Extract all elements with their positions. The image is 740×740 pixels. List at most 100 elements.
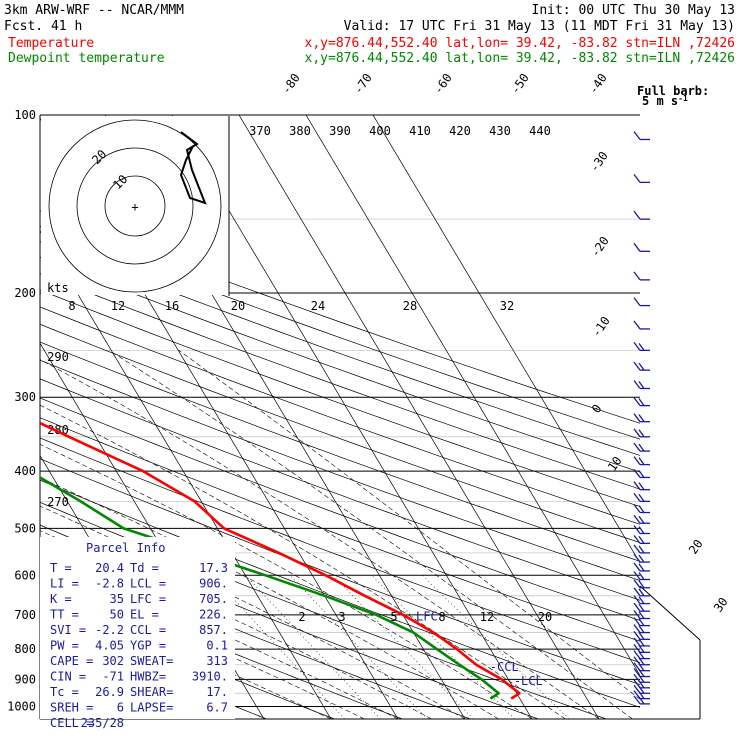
wind-barb-flag <box>638 596 645 604</box>
wind-barb-flag <box>638 526 645 534</box>
wind-barb-flag <box>633 380 641 389</box>
hodograph-speed-label: 16 <box>165 299 179 313</box>
parcel-info-cell: SVI = <box>50 623 86 637</box>
dry-adiabat <box>40 359 640 581</box>
mixing-ratio-label: 8 <box>438 610 445 624</box>
parcel-info-cell: 17. <box>206 685 228 699</box>
theta-label: 370 <box>249 124 271 138</box>
parcel-info-cell: LCL = <box>130 577 166 591</box>
dewpoint-legend: Dewpoint temperature <box>8 51 165 66</box>
mixing-ratio-label: 5 <box>390 610 397 624</box>
wind-barb-flag <box>633 562 641 572</box>
mixing-ratio-line <box>245 575 381 719</box>
wind-barb-flag <box>638 482 645 491</box>
dry-adiabat <box>40 289 640 507</box>
wind-barb-flag <box>633 643 641 653</box>
wind-barb-flag <box>633 481 641 491</box>
wind-barb-flag <box>638 443 645 452</box>
wind-barb-flag <box>638 644 645 653</box>
parcel-info-cell: EL = <box>130 608 159 622</box>
parcel-info-cell: 857. <box>199 623 228 637</box>
isotherm-label: -50 <box>508 71 532 97</box>
pressure-tick-label: 1000 <box>7 699 36 713</box>
wind-barb-flag <box>638 691 645 700</box>
wind-barb-flag <box>638 572 645 580</box>
wind-barb-flag <box>638 381 645 389</box>
moist-adiabat <box>108 350 633 719</box>
dry-adiabat <box>40 323 640 544</box>
hodograph-ring <box>76 147 194 265</box>
wind-barb-flag <box>638 685 645 694</box>
isotherm <box>40 230 332 719</box>
isotherm-label: -10 <box>589 314 613 340</box>
forecast-hour: Fcst. 41 h <box>4 19 82 34</box>
wind-barb-flag <box>638 554 645 563</box>
theta-label: 410 <box>409 124 431 138</box>
wind-barb-flag <box>633 553 641 563</box>
dry-adiabat <box>40 273 640 490</box>
pressure-tick-label: 100 <box>14 108 36 122</box>
dry-adiabat <box>40 458 640 685</box>
wind-barb-flag <box>633 624 641 633</box>
parcel-info-cell: Tc = <box>50 685 79 699</box>
wind-barb-flag <box>633 320 641 330</box>
isotherm-label: -20 <box>588 234 612 260</box>
wind-barb-flag <box>638 362 645 371</box>
wind-barb-flag <box>638 651 645 659</box>
parcel-info-cell: CIN = <box>50 670 86 684</box>
moist-adiabat <box>40 477 499 719</box>
dry-adiabat <box>40 397 640 621</box>
moist-adiabat <box>40 359 600 719</box>
mixing-ratio-label: 12 <box>480 610 494 624</box>
wind-barb-flag <box>638 563 645 572</box>
dry-adiabat <box>40 341 640 562</box>
dry-adiabat <box>40 225 640 440</box>
mixing-ratio-line <box>371 575 515 719</box>
parcel-info-cell: PW = <box>50 639 79 653</box>
wind-barb-flag <box>633 630 641 640</box>
hodograph-ring <box>48 119 222 293</box>
dry-adiabat <box>40 256 640 473</box>
parcel-info-cell: SHEAR= <box>130 685 173 699</box>
hodograph-speed-label: 20 <box>231 299 245 313</box>
wind-barb-flag <box>638 545 645 554</box>
hodograph-trace <box>179 131 207 205</box>
theta-label-left: 270 <box>47 495 69 509</box>
isotherm-label: 0 <box>589 402 605 416</box>
mixing-ratio-line <box>422 575 570 719</box>
moist-adiabat <box>178 350 640 700</box>
parcel-info-cell: 6 <box>117 701 124 715</box>
mixing-ratio-line <box>211 575 345 719</box>
parcel-info-cell: 0.1 <box>206 639 228 653</box>
init-time: Init: 00 UTC Thu 30 May 13 <box>532 3 736 18</box>
pressure-tick-label: 600 <box>14 568 36 582</box>
wind-barb-flag <box>638 536 645 544</box>
parcel-info-cell: 50 <box>110 608 124 622</box>
wind-barb-flag <box>633 210 641 220</box>
parcel-info-cell: 705. <box>199 592 228 606</box>
parcel-info-cell: 226. <box>199 608 228 622</box>
barb-legend-unit: 5 m s-1 <box>642 94 688 108</box>
hodograph-speed-label: 32 <box>500 299 514 313</box>
parcel-info-cell: -2.2 <box>95 623 124 637</box>
wind-barb-flag <box>633 504 641 513</box>
wind-barb-flag <box>633 297 641 306</box>
wind-barb-flag <box>638 457 645 465</box>
marker-ccl: -CCL <box>490 660 519 674</box>
parcel-info-cell: 3910. <box>192 670 228 684</box>
moist-adiabat <box>40 588 332 719</box>
wind-barb-flag <box>638 638 645 647</box>
pressure-tick-label: 500 <box>14 521 36 535</box>
hodograph-units: kts <box>47 281 69 295</box>
temperature-profile <box>40 421 521 700</box>
wind-barb-flag <box>633 361 641 371</box>
wind-barb-flag <box>633 610 641 619</box>
theta-label: 390 <box>329 124 351 138</box>
barb-legend-title: Full barb: <box>637 84 709 98</box>
wind-barb-flag <box>633 650 641 659</box>
wind-barb-flag <box>633 534 641 544</box>
wind-barb-flag <box>638 631 645 640</box>
parcel-info-cell: 313 <box>206 654 228 668</box>
pressure-tick-label: 200 <box>14 286 36 300</box>
